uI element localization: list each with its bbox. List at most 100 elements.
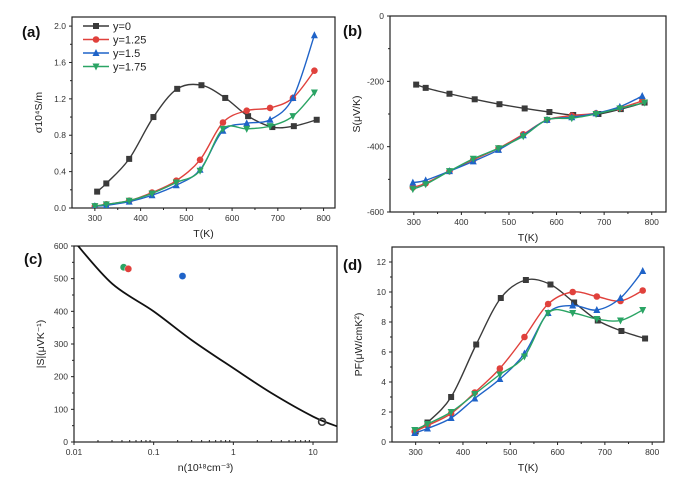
- data-point-y=1.25: [196, 156, 204, 164]
- data-point-y=0: [317, 417, 327, 427]
- y-tick-label: 0: [379, 11, 384, 21]
- x-tick-label: 400: [454, 217, 468, 227]
- data-point-y=0: [126, 155, 133, 162]
- data-point-y=0: [642, 335, 649, 342]
- data-point-y=1.25: [311, 67, 318, 74]
- x-tick-label: 700: [598, 447, 612, 457]
- data-point-y=1.75: [310, 89, 318, 97]
- y-axis-label: S(μV/K): [351, 96, 363, 133]
- y-tick-label: 400: [54, 306, 68, 316]
- legend-marker-y=1.5: [92, 49, 100, 56]
- data-point-y=1.75: [445, 168, 453, 176]
- data-point-y=1.25: [243, 107, 251, 114]
- y-tick-label: 0.4: [54, 167, 66, 177]
- data-point-y=1.75: [219, 125, 227, 133]
- data-point-y=1.75: [641, 99, 649, 107]
- data-point-y=1.5: [447, 414, 455, 421]
- series-line-y=0: [415, 278, 646, 433]
- plot-area: [411, 267, 649, 436]
- data-point-y=1.75: [494, 145, 502, 153]
- series-line-y=1.75: [412, 101, 645, 190]
- data-point-y=0: [571, 299, 578, 306]
- legend-entry: y=1.75: [113, 62, 146, 74]
- series-line-y=0: [96, 83, 317, 193]
- panel-label: (c): [24, 251, 42, 268]
- series-line-y=1.25: [94, 70, 315, 207]
- data-point-y=0: [473, 341, 480, 348]
- plot-frame: [389, 15, 667, 213]
- x-tick-label: 700: [271, 213, 285, 223]
- data-point-y=1.75: [469, 155, 477, 163]
- x-tick-label: 500: [503, 447, 517, 457]
- data-point-y=1.75: [519, 133, 527, 141]
- legend-marker-y=1.75: [92, 63, 100, 71]
- series-line-y=1.25: [412, 100, 643, 189]
- data-point-y=0: [448, 394, 455, 400]
- x-tick-label: 10: [308, 447, 318, 457]
- y-tick-label: 0.0: [54, 203, 66, 213]
- x-tick-label: 0.01: [66, 447, 83, 457]
- data-point-y=1.25: [569, 288, 577, 296]
- data-point-y=1.5: [593, 306, 601, 313]
- y-tick-label: 12: [377, 257, 387, 267]
- y-tick-label: 0: [381, 437, 386, 447]
- data-point-y=0: [422, 84, 429, 91]
- x-axis-label: T(K): [518, 462, 538, 474]
- y-tick-label: 2.0: [54, 21, 66, 31]
- y-tick-label: 300: [54, 339, 68, 349]
- x-axis-label: T(K): [518, 232, 538, 244]
- data-point-y=0: [150, 114, 157, 121]
- panel-label: (d): [343, 257, 362, 274]
- x-tick-label: 300: [409, 447, 423, 457]
- data-point-y=1.75: [148, 190, 156, 198]
- x-tick-label: 500: [502, 217, 516, 227]
- x-axis-label: n(10¹⁸cm⁻³): [178, 462, 233, 474]
- data-point-y=1.75: [423, 421, 431, 428]
- data-point-y=0: [245, 113, 252, 120]
- panel-c: 0.01 0.1 1 100100200300400500600n(10¹⁸cm⁻³)…: [24, 241, 338, 474]
- data-point-y=1.75: [568, 115, 576, 123]
- data-point-y=1.75: [102, 201, 110, 208]
- data-point-y=1.75: [243, 125, 251, 133]
- data-point-y=1.5: [289, 93, 297, 101]
- data-point-y=1.75: [266, 123, 274, 131]
- plot-frame: [73, 245, 338, 443]
- data-point-y=1.75: [639, 307, 647, 314]
- data-point-y=1.75: [593, 316, 601, 323]
- x-axis-label: T(K): [193, 228, 213, 240]
- legend-marker-y=1.25: [92, 36, 100, 43]
- data-point-y=1.75: [543, 116, 551, 124]
- x-tick-label: 400: [134, 213, 148, 223]
- y-tick-label: 600: [54, 241, 68, 251]
- data-point-y=0: [313, 116, 320, 123]
- data-point-y=1.75: [447, 409, 455, 416]
- data-point-y=0: [103, 180, 110, 187]
- x-tick-label: 600: [549, 217, 563, 227]
- data-point-y=1.75: [172, 179, 180, 187]
- data-point-y=1.75: [411, 427, 419, 434]
- data-point-y=1.5: [616, 294, 624, 301]
- x-tick-label: 600: [550, 447, 564, 457]
- data-point-y=1.25: [219, 119, 227, 126]
- x-tick-label: 700: [597, 217, 611, 227]
- panel-label: (b): [343, 23, 362, 40]
- y-tick-label: 8: [381, 317, 386, 327]
- plot-frame: [391, 246, 665, 443]
- data-point-y=0: [547, 281, 554, 288]
- data-point-y=1.75: [196, 167, 204, 175]
- series-line-y=1.5: [414, 270, 644, 434]
- y-tick-label: 100: [54, 404, 68, 414]
- data-point-y=1.25: [593, 293, 601, 300]
- data-point-y=0: [94, 188, 101, 195]
- x-tick-label: 800: [645, 217, 659, 227]
- data-point-y=0: [546, 109, 553, 116]
- data-point-y=1.25: [521, 333, 528, 341]
- data-point-y=1.5: [266, 115, 274, 123]
- y-tick-label: 0.8: [54, 130, 66, 140]
- x-tick-label: 400: [456, 447, 470, 457]
- data-point-y=1.75: [125, 197, 133, 205]
- data-point-y=1.75: [422, 181, 430, 189]
- data-point-y=0: [446, 90, 453, 97]
- data-point-y=1.75: [592, 111, 600, 118]
